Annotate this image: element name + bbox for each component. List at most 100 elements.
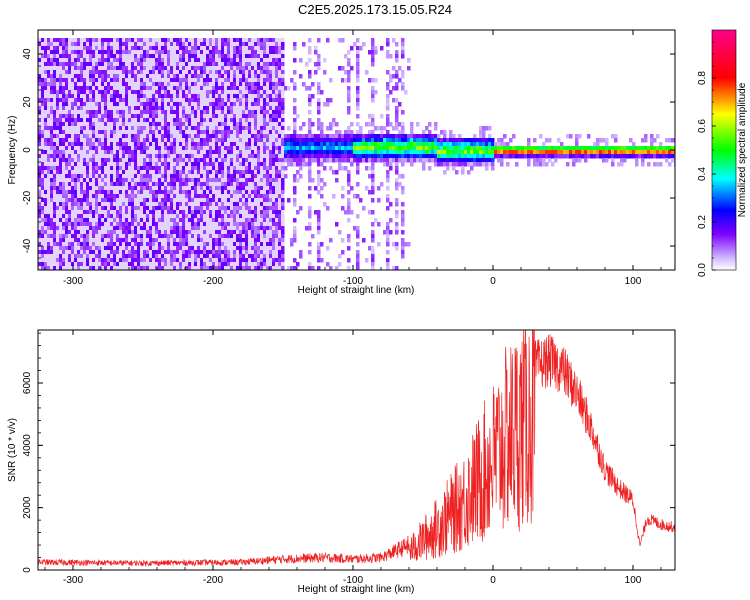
heatmap-cell <box>107 114 111 119</box>
heatmap-cell <box>71 98 75 103</box>
heatmap-cell <box>161 106 165 111</box>
heatmap-cell <box>149 134 153 139</box>
heatmap-cell <box>179 170 183 175</box>
heatmap-cell <box>50 158 54 163</box>
heatmap-cell <box>47 170 51 175</box>
heatmap-cell <box>263 110 267 115</box>
heatmap-cell <box>116 250 120 255</box>
heatmap-cell <box>155 198 159 203</box>
heatmap-cell <box>74 198 78 203</box>
heatmap-cell <box>113 134 117 139</box>
heatmap-cell <box>122 202 126 207</box>
heatmap-cell <box>266 130 270 135</box>
heatmap-cell <box>173 194 177 199</box>
heatmap-cell <box>191 218 195 223</box>
heatmap-cell <box>74 142 78 147</box>
heatmap-cell <box>125 198 129 203</box>
heatmap-cell <box>113 246 117 251</box>
heatmap-cell <box>257 218 261 223</box>
heatmap-cell <box>263 258 267 263</box>
heatmap-cell <box>125 134 129 139</box>
heatmap-cell <box>143 74 147 79</box>
heatmap-cell <box>317 126 321 131</box>
heatmap-cell <box>110 38 114 43</box>
heatmap-cell <box>263 266 267 270</box>
heatmap-cell <box>107 170 111 175</box>
heatmap-cell <box>200 86 204 91</box>
heatmap-cell <box>281 150 285 155</box>
heatmap-cell <box>227 198 231 203</box>
heatmap-cell <box>92 254 96 259</box>
heatmap-cell <box>260 246 264 251</box>
heatmap-cell <box>182 126 186 131</box>
heatmap-cell <box>101 54 105 59</box>
heatmap-cell <box>89 46 93 51</box>
heatmap-cell <box>80 162 84 167</box>
heatmap-cell <box>68 162 72 167</box>
heatmap-cell <box>59 174 63 179</box>
heatmap-cell <box>98 150 102 155</box>
heatmap-cell <box>68 262 72 267</box>
heatmap-cell <box>224 178 228 183</box>
heatmap-cell <box>254 190 258 195</box>
heatmap-cell <box>275 230 279 235</box>
heatmap-cell <box>56 222 60 227</box>
heatmap-cell <box>230 194 234 199</box>
heatmap-cell <box>194 170 198 175</box>
heatmap-cell <box>119 178 123 183</box>
heatmap-cell <box>68 194 72 199</box>
heatmap-cell <box>248 234 252 239</box>
heatmap-cell <box>59 66 63 71</box>
heatmap-cell <box>116 218 120 223</box>
heatmap-cell <box>152 66 156 71</box>
heatmap-cell <box>68 50 72 55</box>
heatmap-cell <box>65 158 69 163</box>
heatmap-cell <box>182 202 186 207</box>
heatmap-cell <box>143 114 147 119</box>
heatmap-cell <box>182 250 186 255</box>
heatmap-cell <box>119 50 123 55</box>
heatmap-cell <box>53 258 57 263</box>
heatmap-cell <box>98 182 102 187</box>
heatmap-cell <box>131 206 135 211</box>
heatmap-cell <box>182 178 186 183</box>
heatmap-cell <box>209 86 213 91</box>
heatmap-cell <box>173 242 177 247</box>
heatmap-cell <box>194 126 198 131</box>
heatmap-cell <box>278 86 282 91</box>
heatmap-cell <box>59 254 63 259</box>
heatmap-cell <box>230 110 234 115</box>
heatmap-cell <box>68 218 72 223</box>
heatmap-cell <box>167 166 171 171</box>
heatmap-cell <box>77 262 81 267</box>
heatmap-cell <box>257 38 261 43</box>
heatmap-cell <box>116 194 120 199</box>
heatmap-cell <box>278 66 282 71</box>
heatmap-cell <box>161 166 165 171</box>
heatmap-cell <box>119 250 123 255</box>
heatmap-cell <box>83 254 87 259</box>
heatmap-cell <box>215 90 219 95</box>
heatmap-cell <box>185 190 189 195</box>
heatmap-cell <box>221 146 225 151</box>
heatmap-cell <box>245 198 249 203</box>
heatmap-cell <box>77 62 81 67</box>
heatmap-cell <box>275 134 279 139</box>
heatmap-cell <box>74 158 78 163</box>
heatmap-cell <box>209 146 213 151</box>
heatmap-cell <box>221 134 225 139</box>
heatmap-cell <box>158 70 162 75</box>
heatmap-cell <box>221 258 225 263</box>
heatmap-cell <box>143 70 147 75</box>
heatmap-cell <box>248 82 252 87</box>
heatmap-cell <box>68 170 72 175</box>
heatmap-cell <box>272 218 276 223</box>
heatmap-cell <box>107 266 111 270</box>
heatmap-cell <box>266 170 270 175</box>
heatmap-cell <box>224 150 228 155</box>
heatmap-cell <box>293 190 297 195</box>
heatmap-cell <box>167 182 171 187</box>
heatmap-cell <box>188 194 192 199</box>
heatmap-cell <box>281 62 285 67</box>
heatmap-cell <box>212 106 216 111</box>
